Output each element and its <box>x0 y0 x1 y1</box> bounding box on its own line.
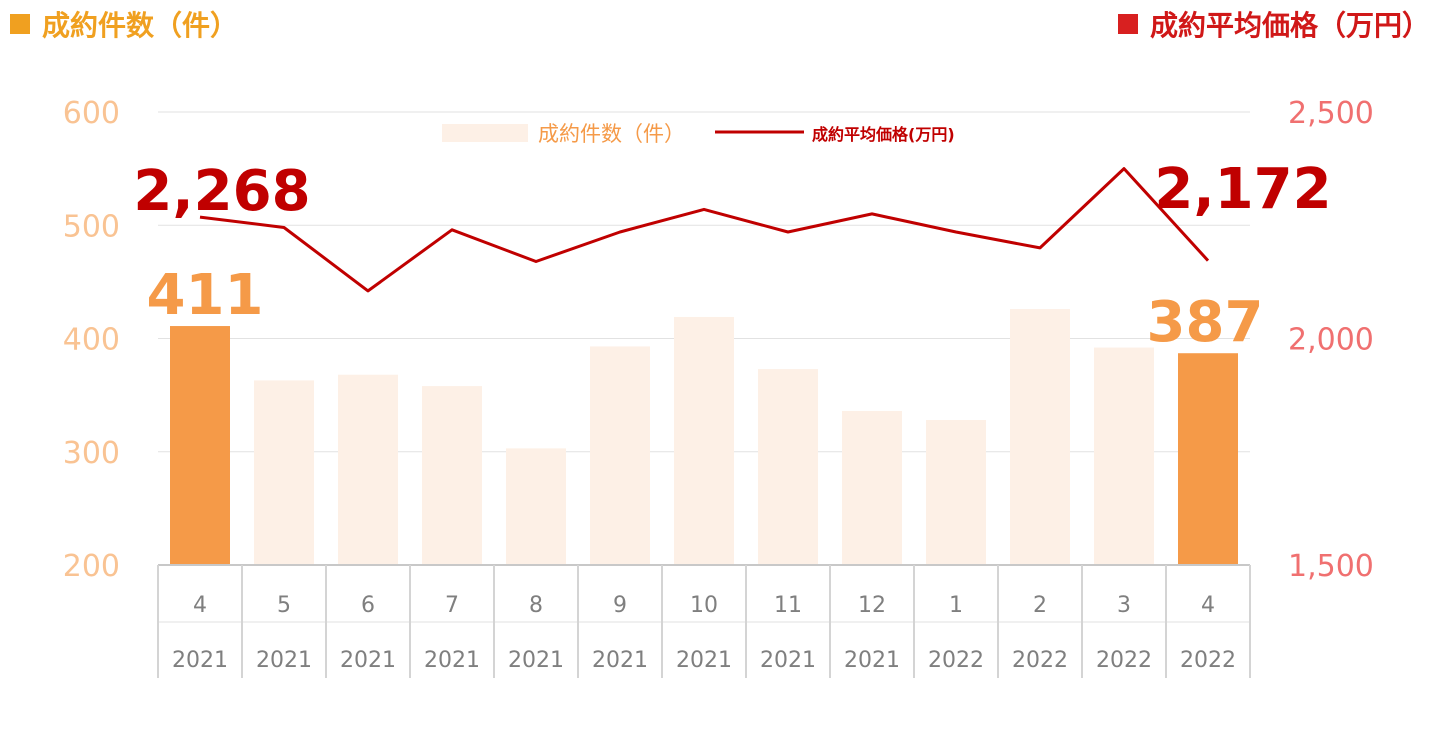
x-tick-month: 9 <box>613 593 627 618</box>
x-tick-month: 3 <box>1117 593 1131 618</box>
bar <box>506 448 566 565</box>
left-axis-tick-label: 400 <box>63 323 120 358</box>
red-square-icon <box>1117 14 1138 34</box>
x-tick-year: 2022 <box>1180 648 1236 673</box>
data-label-line-first: 2,268 <box>133 159 310 224</box>
x-tick-month: 6 <box>361 593 375 618</box>
left-axis-tick-label: 500 <box>63 209 120 244</box>
bar <box>1178 353 1238 565</box>
bar <box>1094 347 1154 565</box>
data-label-line-last: 2,172 <box>1154 157 1331 222</box>
x-tick-year: 2021 <box>256 648 312 673</box>
x-tick-year: 2021 <box>592 648 648 673</box>
bar <box>758 369 818 565</box>
bar <box>674 316 734 565</box>
right-axis-tick-label: 2,500 <box>1288 96 1374 131</box>
x-tick-month: 12 <box>858 593 886 618</box>
x-tick-year: 2021 <box>508 648 564 673</box>
legend-bar-swatch <box>442 124 528 142</box>
legend-bar-label: 成約件数（件） <box>538 122 685 146</box>
x-tick-year: 2022 <box>1012 648 1068 673</box>
x-tick-year: 2021 <box>844 648 900 673</box>
x-tick-year: 2021 <box>172 648 228 673</box>
x-tick-month: 8 <box>529 593 543 618</box>
right-series-header-text: 成約平均価格（万円） <box>1149 9 1430 42</box>
x-tick-year: 2021 <box>676 648 732 673</box>
bar <box>170 326 230 565</box>
x-tick-year: 2021 <box>424 648 480 673</box>
line-layer <box>199 167 1210 293</box>
right-axis-tick-label: 2,000 <box>1288 323 1374 358</box>
x-tick-year: 2022 <box>1096 648 1152 673</box>
x-tick-month: 7 <box>445 593 459 618</box>
bar <box>254 380 314 565</box>
data-label-bar-first: 411 <box>147 263 264 328</box>
bar <box>1010 309 1070 565</box>
right-axis-tick-label: 1,500 <box>1288 549 1374 584</box>
right-series-header: 成約平均価格（万円） <box>1117 4 1430 44</box>
bar <box>842 410 902 565</box>
left-series-header-text: 成約件数（件） <box>42 9 239 42</box>
price-line <box>199 167 1210 293</box>
left-axis-tick-label: 200 <box>63 549 120 584</box>
x-tick-month: 1 <box>949 593 963 618</box>
data-labels: 411 387 2,268 2,172 <box>133 157 1331 355</box>
x-tick-year: 2021 <box>760 648 816 673</box>
bar <box>338 374 398 565</box>
x-tick-year: 2022 <box>928 648 984 673</box>
x-tick-month: 10 <box>690 593 718 618</box>
bar <box>926 420 986 565</box>
data-label-bar-last: 387 <box>1147 290 1264 355</box>
x-tick-month: 4 <box>193 593 207 618</box>
bar-layer <box>170 309 1238 565</box>
x-tick-year: 2021 <box>340 648 396 673</box>
x-tick-month: 5 <box>277 593 291 618</box>
left-axis-tick-label: 300 <box>63 436 120 471</box>
x-tick-month: 4 <box>1201 593 1215 618</box>
legend: 成約件数（件） 成約平均価格(万円) <box>442 122 955 146</box>
bar <box>590 346 650 565</box>
x-tick-month: 11 <box>774 593 802 618</box>
left-series-header: 成約件数（件） <box>10 4 238 44</box>
bar <box>422 386 482 565</box>
x-tick-month: 2 <box>1033 593 1047 618</box>
axis-layer: 600 500 400 300 200 2,500 2,000 1,500 4 2021 5 2021… <box>63 96 1374 678</box>
left-axis-tick-label: 600 <box>63 96 120 131</box>
orange-square-icon <box>10 14 30 34</box>
legend-line-label: 成約平均価格(万円) <box>812 125 955 144</box>
